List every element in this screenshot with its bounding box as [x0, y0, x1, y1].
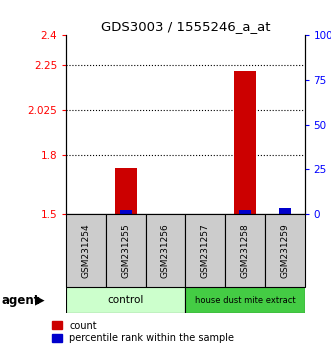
Text: GSM231256: GSM231256: [161, 223, 170, 278]
Text: ▶: ▶: [35, 293, 44, 307]
Text: GSM231254: GSM231254: [81, 223, 91, 278]
Bar: [66, 214, 106, 287]
Text: agent: agent: [2, 293, 40, 307]
Bar: [120, 210, 132, 214]
Legend: count, percentile rank within the sample: count, percentile rank within the sample: [48, 317, 238, 347]
Bar: [66, 287, 185, 313]
Bar: [265, 214, 305, 287]
Bar: [185, 287, 305, 313]
Text: GSM231257: GSM231257: [201, 223, 210, 278]
Bar: [146, 214, 185, 287]
Bar: [106, 214, 146, 287]
Bar: [185, 214, 225, 287]
Text: GSM231258: GSM231258: [240, 223, 250, 278]
Text: GSM231259: GSM231259: [280, 223, 289, 278]
Text: control: control: [108, 295, 144, 305]
Title: GDS3003 / 1555246_a_at: GDS3003 / 1555246_a_at: [101, 20, 270, 33]
Text: house dust mite extract: house dust mite extract: [195, 296, 295, 304]
Bar: [115, 169, 137, 214]
Text: GSM231255: GSM231255: [121, 223, 130, 278]
Bar: [279, 208, 291, 214]
Bar: [239, 210, 251, 214]
Bar: [234, 71, 256, 214]
Bar: [225, 214, 265, 287]
